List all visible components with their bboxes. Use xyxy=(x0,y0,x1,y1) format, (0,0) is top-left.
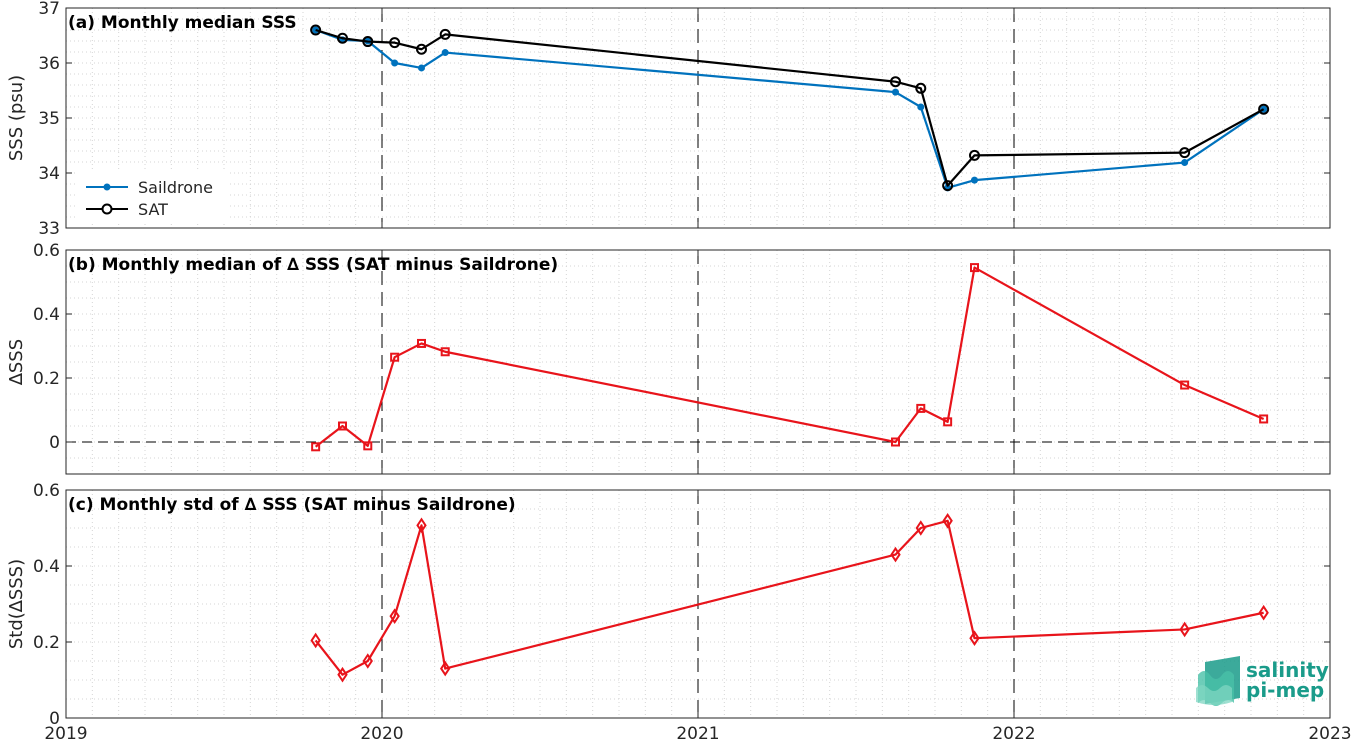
data-point xyxy=(337,32,348,44)
data-point xyxy=(969,149,980,161)
logo-line2: pi-mep xyxy=(1246,678,1324,702)
data-point xyxy=(417,338,426,348)
data-point xyxy=(1258,103,1270,115)
data-point xyxy=(1181,159,1189,167)
data-point xyxy=(1258,604,1269,621)
data-point xyxy=(390,352,400,362)
data-point xyxy=(970,263,979,273)
legend-box xyxy=(78,172,228,222)
y-tick-label: 35 xyxy=(38,109,60,129)
series-line xyxy=(314,519,1264,676)
data-point xyxy=(311,442,321,452)
panel-a: 33 34 35 36 37 SSS (psu) (a) Monthly median SS… xyxy=(6,0,1331,239)
legend: Saildrone SAT xyxy=(78,172,228,222)
data-point xyxy=(890,546,901,563)
x-tick-label: 2023 xyxy=(1308,724,1351,744)
logo-line1: salinity xyxy=(1246,658,1329,682)
data-point xyxy=(389,608,400,624)
data-point xyxy=(1179,147,1191,159)
y-tick-label: 0.4 xyxy=(33,305,60,325)
data-point xyxy=(915,82,927,94)
legend-sat-label: SAT xyxy=(138,200,168,219)
x-tick-label: 2020 xyxy=(360,724,403,744)
logo-waves-icon xyxy=(1196,656,1240,706)
data-point xyxy=(440,347,450,357)
data-point xyxy=(310,24,322,36)
data-point xyxy=(416,517,427,534)
x-tick-label: 2019 xyxy=(44,724,87,744)
data-point xyxy=(1180,380,1190,390)
data-point xyxy=(1259,414,1269,424)
data-point xyxy=(890,76,901,88)
y-tick-label: 37 xyxy=(38,0,60,19)
data-point xyxy=(971,176,978,184)
data-point xyxy=(917,103,925,111)
y-tick-label: 0.2 xyxy=(33,369,60,389)
y-tick-label: 0.2 xyxy=(33,633,60,653)
data-point xyxy=(891,437,900,447)
data-point xyxy=(363,441,373,451)
legend-saildrone-marker xyxy=(103,183,111,191)
y-tick-label: 0.4 xyxy=(33,557,60,577)
y-axis-label: SSS (psu) xyxy=(6,75,27,161)
data-point xyxy=(942,512,953,529)
data-point xyxy=(337,666,348,683)
salinity-pi-mep-logo: salinity pi-mep xyxy=(1196,656,1329,706)
data-point xyxy=(338,421,347,431)
y-tick-label: 0.6 xyxy=(33,481,60,501)
panel-title: (c) Monthly std of ∆ SSS (SAT minus Sail… xyxy=(68,495,516,515)
x-tick-label: 2022 xyxy=(992,724,1035,744)
y-axis-label: Std(∆SSS) xyxy=(6,559,27,649)
data-point xyxy=(892,88,899,96)
x-tick-label: 2021 xyxy=(676,724,719,744)
data-point xyxy=(418,64,425,72)
panel-title: (b) Monthly median of ∆ SSS (SAT minus S… xyxy=(68,255,558,275)
y-tick-label: 0 xyxy=(49,709,60,729)
data-point xyxy=(362,36,374,48)
data-point xyxy=(969,630,980,647)
data-point xyxy=(389,37,401,49)
legend-saildrone-label: Saildrone xyxy=(138,178,213,197)
panel-title: (a) Monthly median SSS xyxy=(68,13,297,33)
data-point xyxy=(916,403,926,413)
data-point xyxy=(362,653,373,669)
y-axis-label: ∆SSS xyxy=(6,339,27,386)
panel-b: 0 0.2 0.4 0.6 ∆SSS (b) Monthly median of ∆ SS… xyxy=(6,241,1331,475)
y-tick-label: 0 xyxy=(49,433,60,453)
data-point xyxy=(943,417,953,427)
data-point xyxy=(915,520,926,536)
data-point xyxy=(310,632,321,649)
data-point xyxy=(1179,621,1190,638)
data-point xyxy=(942,180,954,192)
y-tick-label: 33 xyxy=(38,219,60,239)
data-point xyxy=(439,28,451,40)
y-tick-label: 0.6 xyxy=(33,241,60,261)
legend-sat-marker xyxy=(101,203,113,215)
data-point xyxy=(416,43,427,55)
y-tick-label: 36 xyxy=(38,54,60,74)
panel-c: 0 0.2 0.4 0.6 2019 2020 2021 2022 2023 Std(∆SSS) (… xyxy=(6,481,1352,744)
data-point xyxy=(441,49,449,57)
y-tick-label: 34 xyxy=(38,164,60,184)
data-point xyxy=(391,59,399,67)
data-point xyxy=(439,660,451,677)
